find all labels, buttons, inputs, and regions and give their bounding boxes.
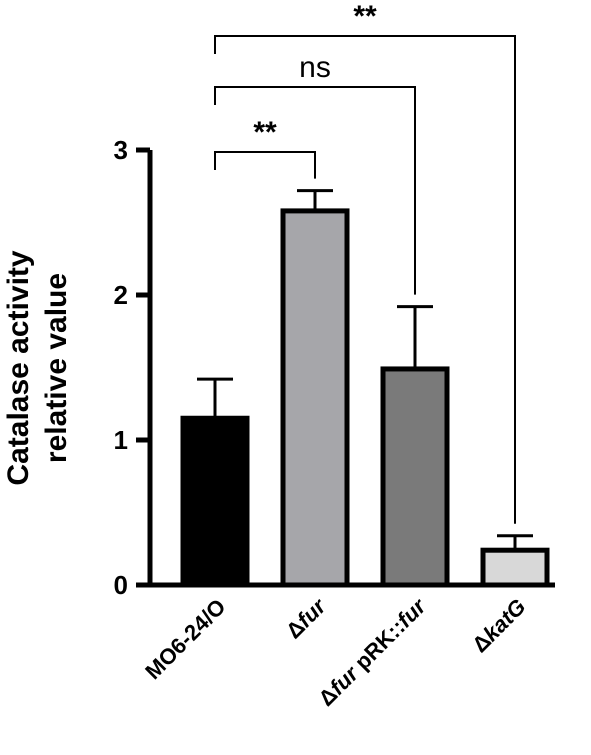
bar: [380, 366, 450, 588]
y-axis-label: Catalase activity relative value: [2, 250, 73, 485]
x-tick-label-part: MO6-24/O: [140, 594, 230, 684]
x-tick-label: MO6-24/O: [140, 594, 230, 684]
bar: [280, 208, 350, 588]
bar-group: [480, 534, 550, 588]
bar: [480, 547, 550, 588]
bracket-line: [214, 86, 416, 295]
y-tick-label: 2: [114, 280, 128, 310]
significance-label: **: [253, 116, 277, 149]
bar: [180, 415, 250, 588]
bracket-line: [214, 151, 316, 179]
bracket-line: [214, 35, 516, 524]
x-tick-label-part: pRK::: [345, 615, 409, 679]
y-tick-label: 3: [114, 135, 128, 165]
x-tick-label: Δfur pRK::fur: [314, 593, 432, 711]
significance-bracket: **: [214, 116, 316, 179]
bar-group: [280, 189, 350, 588]
significance-label: **: [353, 0, 377, 33]
x-tick-label: ΔkatG: [467, 594, 530, 657]
y-tick-label: 0: [114, 570, 128, 600]
significance-bracket: **: [214, 0, 516, 524]
y-axis-label-line2: relative value: [40, 273, 73, 463]
x-tick-label: Δfur: [281, 593, 332, 644]
significance-bracket: ns: [214, 51, 416, 295]
significance-label: ns: [299, 51, 331, 84]
bars: [180, 189, 550, 588]
y-tick-label: 1: [114, 425, 128, 455]
bar-group: [180, 377, 250, 588]
y-axis-label-line1: Catalase activity: [2, 250, 35, 485]
bar-group: [380, 305, 450, 588]
significance-brackets: ** ns **: [214, 0, 516, 524]
